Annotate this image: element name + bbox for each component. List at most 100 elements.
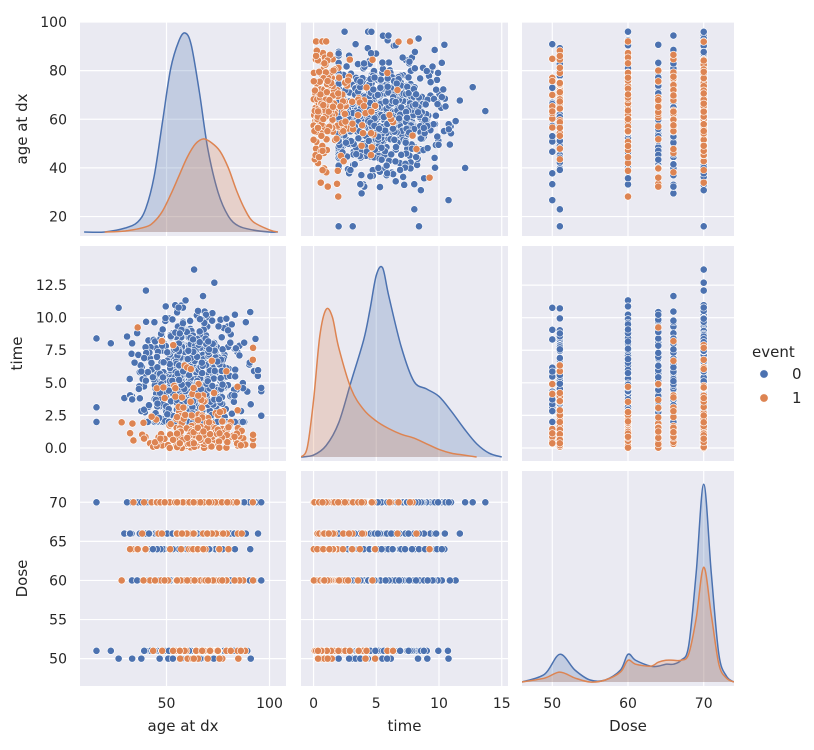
scatter-point: [205, 418, 213, 427]
scatter-point: [425, 173, 434, 182]
scatter-point: [314, 123, 322, 132]
scatter-point: [231, 545, 239, 554]
scatter-point: [431, 111, 440, 120]
scatter-point: [204, 337, 213, 346]
scatter-point: [699, 314, 708, 323]
scatter-point: [248, 355, 257, 364]
scatter-point: [654, 77, 663, 86]
scatter-point: [166, 420, 175, 428]
scatter-point: [669, 107, 678, 116]
scatter-point: [129, 436, 138, 445]
scatter-point: [416, 186, 425, 195]
scatter-point: [339, 127, 348, 136]
scatter-point: [315, 67, 324, 76]
scatter-point: [416, 74, 425, 83]
scatter-point: [171, 392, 180, 401]
scatter-point: [669, 393, 678, 402]
scatter-point: [208, 382, 217, 390]
scatter-point: [397, 150, 406, 159]
scatter-point: [126, 545, 134, 554]
scatter-point: [440, 40, 449, 49]
scatter-point: [439, 85, 448, 94]
scatter-point: [654, 380, 663, 388]
scatter-point: [199, 292, 207, 300]
scatter-point: [314, 107, 322, 116]
scatter-point: [249, 576, 257, 585]
scatter-point: [368, 55, 377, 64]
kde-fill-event-1: [104, 138, 278, 232]
scatter-point: [128, 395, 137, 404]
scatter-point: [173, 429, 181, 438]
scatter-point: [433, 132, 442, 141]
kde-line-event-0: [84, 32, 278, 234]
scatter-point: [335, 73, 343, 82]
scatter-point: [168, 315, 177, 324]
scatter-point: [236, 441, 245, 450]
scatter-point: [344, 76, 352, 85]
kde-line-event-1: [104, 138, 278, 233]
scatter-point: [548, 303, 557, 312]
kde-line-event-0: [301, 265, 502, 458]
scatter-point: [218, 576, 227, 585]
scatter-point: [168, 654, 177, 663]
scatter-point: [548, 418, 557, 426]
scatter-point: [341, 117, 350, 126]
scatter-point: [699, 222, 708, 231]
scatter-point: [392, 143, 400, 151]
panel-Dose-vs-age-at-dx: [80, 471, 286, 686]
scatter-point: [624, 408, 632, 416]
scatter-point: [383, 82, 392, 91]
scatter-point: [222, 314, 231, 323]
scatter-point: [411, 100, 420, 109]
scatter-point: [555, 304, 564, 313]
scatter-point: [624, 73, 632, 82]
scatter-point: [624, 417, 632, 426]
scatter-point: [316, 90, 325, 99]
panel-Dose-vs-time: [301, 471, 508, 686]
scatter-point: [219, 529, 228, 538]
scatter-point: [187, 411, 196, 420]
scatter-point: [624, 115, 632, 123]
scatter-point: [624, 127, 632, 136]
scatter-point: [555, 166, 564, 174]
scatter-point: [654, 349, 663, 357]
scatter-point: [699, 286, 708, 295]
scatter-point: [175, 329, 184, 338]
scatter-point: [699, 265, 708, 274]
scatter-point: [669, 407, 678, 416]
scatter-point: [175, 646, 184, 655]
scatter-point: [159, 383, 168, 392]
scatter-point: [140, 354, 149, 362]
scatter-point: [444, 196, 453, 205]
scatter-point: [230, 576, 239, 585]
scatter-point: [548, 77, 557, 85]
scatter-point: [198, 646, 207, 655]
scatter-point: [367, 27, 376, 36]
scatter-point: [377, 155, 386, 164]
panel-time-vs-age-at-dx: [80, 246, 286, 461]
scatter-point: [404, 89, 413, 98]
scatter-point: [357, 141, 366, 150]
scatter-point: [333, 166, 342, 175]
scatter-point: [699, 418, 708, 427]
scatter-point: [423, 144, 432, 153]
scatter-point: [175, 439, 184, 448]
scatter-point: [140, 405, 148, 414]
scatter-point: [669, 160, 678, 169]
scatter-point: [555, 97, 564, 106]
scatter-point: [215, 654, 224, 663]
scatter-point: [207, 442, 216, 451]
scatter-point: [178, 393, 186, 402]
scatter-point: [366, 172, 375, 181]
scatter-point: [161, 314, 170, 323]
scatter-point: [461, 164, 470, 172]
scatter-point: [334, 192, 343, 201]
scatter-point: [414, 34, 423, 43]
scatter-point: [699, 27, 708, 36]
scatter-point: [183, 576, 192, 585]
scatter-point: [400, 180, 409, 189]
scatter-point: [199, 545, 208, 554]
scatter-point: [318, 146, 327, 155]
scatter-point: [216, 374, 225, 383]
scatter-point: [257, 383, 266, 392]
